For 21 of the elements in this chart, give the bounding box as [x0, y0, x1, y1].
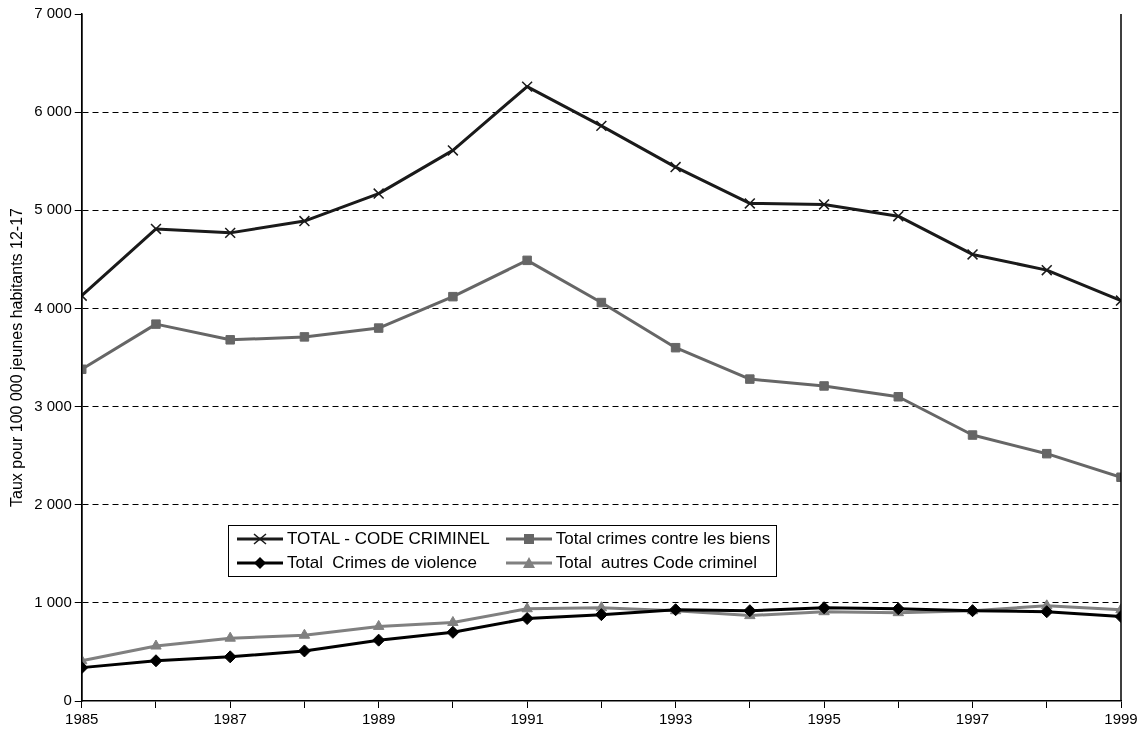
- legend-label: Total crimes contre les biens: [555, 529, 771, 549]
- y-tick-label: 0: [63, 691, 72, 709]
- x-tick-label: 1991: [510, 710, 544, 728]
- x-tick-label: 1989: [361, 710, 396, 728]
- x-tick-label: 1993: [658, 710, 693, 728]
- y-tick-label: 4 000: [34, 298, 72, 316]
- legend-label: Total autres Code criminel: [555, 553, 758, 573]
- x-tick-label: 1995: [807, 710, 841, 728]
- legend-label: TOTAL - CODE CRIMINEL: [287, 529, 490, 549]
- legend-label: Total Crimes de violence: [287, 553, 477, 573]
- x-tick-label: 1997: [955, 710, 990, 728]
- x-tick-label: 1985: [65, 710, 99, 728]
- y-tick-label: 3 000: [34, 396, 72, 414]
- y-tick-label: 1 000: [34, 593, 72, 610]
- y-axis-title: Taux pour 100 000 jeunes habitants 12-17: [8, 207, 26, 507]
- x-tick-label: 1987: [213, 710, 247, 728]
- y-tick-label: 7 000: [34, 4, 72, 22]
- y-tick-label: 5 000: [34, 200, 72, 218]
- y-tick-label: 2 000: [34, 494, 72, 512]
- x-tick-label: 1999: [1104, 710, 1138, 728]
- y-tick-label: 6 000: [34, 102, 72, 120]
